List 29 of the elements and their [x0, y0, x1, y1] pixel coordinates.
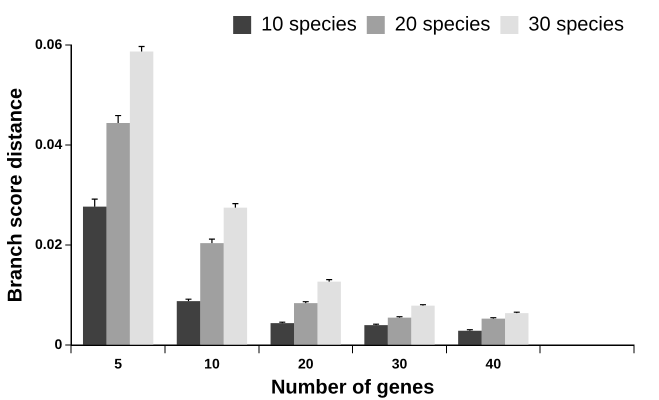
y-tick-label: 0.04: [35, 136, 62, 152]
y-tick-label: 0.02: [35, 236, 62, 252]
legend-label: 20 species: [394, 14, 490, 36]
x-axis-title: Number of genes: [270, 376, 434, 399]
bar: [176, 301, 200, 345]
bar: [130, 52, 154, 345]
bar: [270, 323, 294, 345]
bar: [482, 318, 506, 345]
bar: [411, 306, 435, 345]
x-tick-label: 20: [298, 355, 314, 372]
bar: [294, 303, 318, 345]
x-tick-label: 30: [392, 355, 408, 372]
legend-label: 10 species: [261, 14, 357, 36]
bar: [317, 282, 341, 345]
x-tick-label: 10: [204, 355, 220, 372]
bar: [388, 318, 412, 345]
bar: [224, 208, 248, 345]
bar: [82, 206, 106, 345]
legend-label: 30 species: [528, 14, 624, 36]
y-tick-label: 0: [54, 336, 62, 352]
x-tick-label: 5: [114, 355, 122, 372]
bar: [106, 123, 130, 345]
bar: [505, 313, 528, 345]
bar: [364, 325, 388, 345]
x-tick-label: 40: [486, 355, 502, 372]
y-axis-title: Branch score distance: [4, 88, 27, 302]
bar: [458, 330, 482, 345]
y-tick-label: 0.06: [35, 36, 62, 52]
bar: [200, 243, 224, 345]
